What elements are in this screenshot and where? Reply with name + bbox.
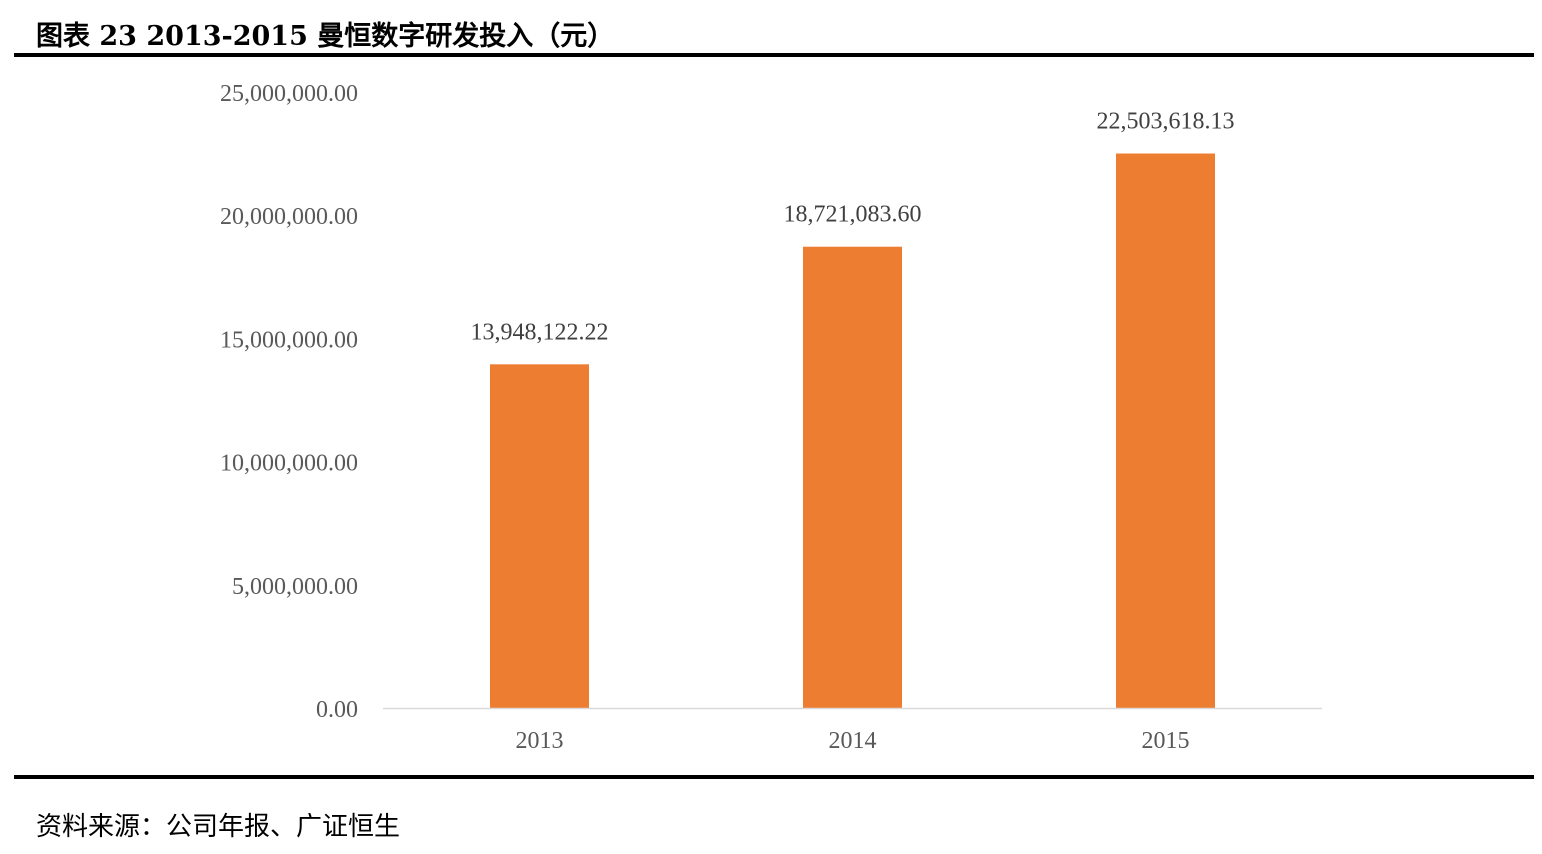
y-tick-label: 0.00 <box>316 697 358 723</box>
x-tick-label: 2015 <box>1142 728 1190 754</box>
x-tick-label: 2014 <box>829 728 877 754</box>
y-tick-label: 25,000,000.00 <box>220 81 358 107</box>
data-label: 22,503,618.13 <box>1097 109 1235 135</box>
y-tick-label: 15,000,000.00 <box>220 327 358 353</box>
data-label: 13,948,122.22 <box>471 319 609 345</box>
bar-2013 <box>490 364 589 708</box>
y-tick-label: 5,000,000.00 <box>232 574 358 600</box>
bar-2015 <box>1116 153 1215 708</box>
bottom-rule <box>14 775 1534 779</box>
y-tick-label: 20,000,000.00 <box>220 204 358 230</box>
y-tick-label: 10,000,000.00 <box>220 451 358 477</box>
figure-title: 图表 23 2013-2015 曼恒数字研发投入（元） <box>36 21 615 52</box>
source-note: 资料来源：公司年报、广证恒生 <box>36 812 401 842</box>
data-label: 18,721,083.60 <box>784 202 922 228</box>
top-rule <box>14 53 1534 57</box>
x-tick-label: 2013 <box>516 728 564 754</box>
bar-2014 <box>803 246 902 708</box>
